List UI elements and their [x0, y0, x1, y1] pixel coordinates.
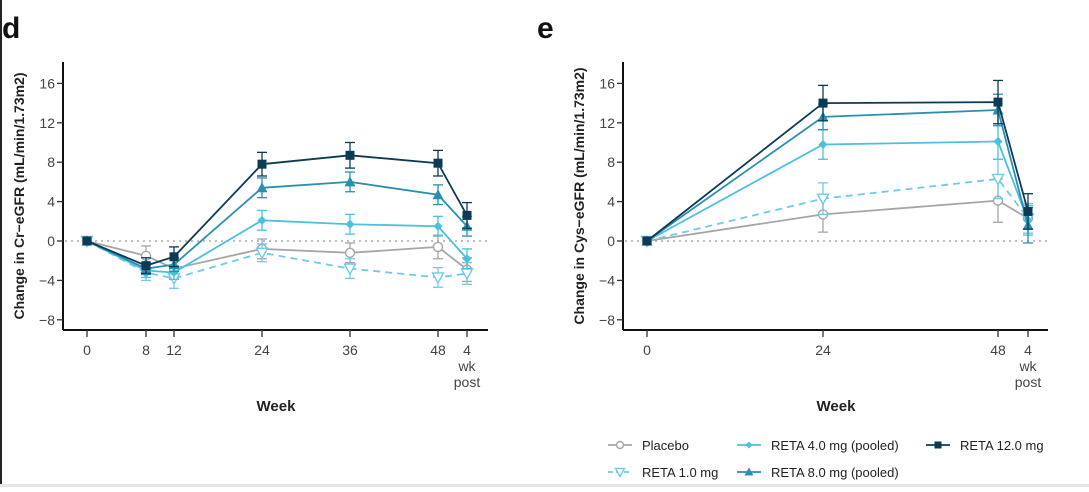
- legend-item: Placebo: [608, 438, 689, 453]
- x-tick-label: 8: [142, 342, 150, 358]
- data-point: [432, 241, 444, 253]
- data-point: [343, 263, 357, 276]
- x-tick-post-label: post: [1015, 374, 1042, 390]
- y-tick-label: 8: [47, 154, 55, 170]
- x-tick-label: 24: [815, 342, 831, 358]
- series-reta-12-0-mg: [82, 141, 472, 275]
- data-point: [432, 189, 444, 200]
- data-point: [991, 173, 1005, 186]
- legend-label: RETA 12.0 mg: [960, 438, 1044, 453]
- x-tick-post-label: wk: [457, 358, 476, 374]
- y-tick-label: 12: [39, 115, 55, 131]
- y-axis-label: Change in Cys−eGFR (mL/min/1.73m2): [571, 67, 587, 324]
- y-tick-label: −4: [599, 272, 615, 288]
- data-point: [1023, 206, 1033, 216]
- y-tick-label: 4: [47, 194, 55, 210]
- data-point: [462, 210, 472, 220]
- y-tick-label: 12: [599, 115, 615, 131]
- data-point: [818, 98, 828, 108]
- data-point: [257, 159, 267, 169]
- data-point: [344, 176, 356, 187]
- x-tick-label: 12: [166, 342, 182, 358]
- data-point: [818, 139, 828, 149]
- data-point: [462, 254, 472, 264]
- data-point: [816, 193, 830, 206]
- legend-label: RETA 8.0 mg (pooled): [771, 465, 899, 480]
- data-point: [431, 272, 445, 285]
- x-tick-label: 48: [430, 342, 446, 358]
- data-point: [345, 219, 355, 229]
- legend-item: RETA 4.0 mg (pooled): [737, 438, 899, 453]
- x-tick-label: 4: [463, 342, 471, 358]
- data-point: [433, 158, 443, 168]
- series-line: [646, 199, 1029, 242]
- series-line: [646, 109, 1029, 242]
- series-line: [646, 101, 1029, 242]
- legend-marker: [934, 441, 942, 449]
- y-tick-label: 0: [607, 233, 615, 249]
- data-point: [344, 247, 356, 259]
- data-point: [642, 236, 652, 246]
- y-tick-label: −4: [39, 272, 55, 288]
- y-tick-label: 16: [39, 75, 55, 91]
- data-point: [169, 268, 179, 278]
- legend-label: Placebo: [642, 438, 689, 453]
- data-point: [433, 221, 443, 231]
- data-point: [993, 97, 1003, 107]
- left-border: [0, 0, 2, 487]
- legend-item: RETA 8.0 mg (pooled): [737, 465, 899, 480]
- x-tick-label: 0: [643, 342, 651, 358]
- data-point: [345, 150, 355, 160]
- y-axis-label: Change in Cr−eGFR (mL/min/1.73m2): [11, 73, 27, 320]
- data-point: [82, 236, 92, 246]
- legend-marker: [614, 467, 626, 478]
- legend-marker: [744, 467, 754, 476]
- series-reta-12-0-mg: [642, 79, 1033, 246]
- y-tick-label: 8: [607, 154, 615, 170]
- y-tick-label: 0: [47, 233, 55, 249]
- x-tick-label: 36: [342, 342, 358, 358]
- x-tick-label: 0: [83, 342, 91, 358]
- x-tick-label: 24: [254, 342, 270, 358]
- legend-item: RETA 12.0 mg: [926, 438, 1044, 453]
- legend-marker: [745, 441, 753, 449]
- panel-label-d: d: [2, 12, 20, 45]
- legend-label: RETA 1.0 mg: [642, 465, 718, 480]
- data-point: [255, 247, 269, 260]
- series-line: [646, 140, 1029, 242]
- x-tick-post-label: post: [454, 374, 481, 390]
- x-tick-label: 48: [990, 342, 1006, 358]
- series-line: [646, 177, 1029, 242]
- series-reta-8-0-mg-pooled: [81, 171, 473, 276]
- legend-marker: [615, 440, 625, 450]
- y-tick-label: −8: [599, 312, 615, 328]
- y-tick-label: −8: [39, 312, 55, 328]
- data-point: [256, 182, 268, 193]
- x-axis-label: Week: [257, 398, 297, 415]
- series-reta-8-0-mg-pooled: [641, 93, 1034, 246]
- data-point: [141, 261, 151, 271]
- series-reta-4-0-mg-pooled: [642, 123, 1033, 246]
- x-tick-post-label: wk: [1018, 358, 1037, 374]
- legend-label: RETA 4.0 mg (pooled): [771, 438, 899, 453]
- legend: Placebo RETA 4.0 mg (pooled) RETA 12.0 mg R…: [608, 438, 1044, 480]
- y-tick-label: 16: [599, 75, 615, 91]
- x-axis-label: Week: [817, 398, 857, 415]
- legend-item: RETA 1.0 mg: [608, 465, 718, 480]
- data-point: [169, 252, 179, 262]
- bottom-border: [0, 484, 1089, 487]
- panel-label-e: e: [537, 12, 554, 45]
- x-tick-label: 4: [1024, 342, 1032, 358]
- data-point: [257, 215, 267, 225]
- y-tick-label: 4: [607, 194, 615, 210]
- data-point: [993, 137, 1003, 147]
